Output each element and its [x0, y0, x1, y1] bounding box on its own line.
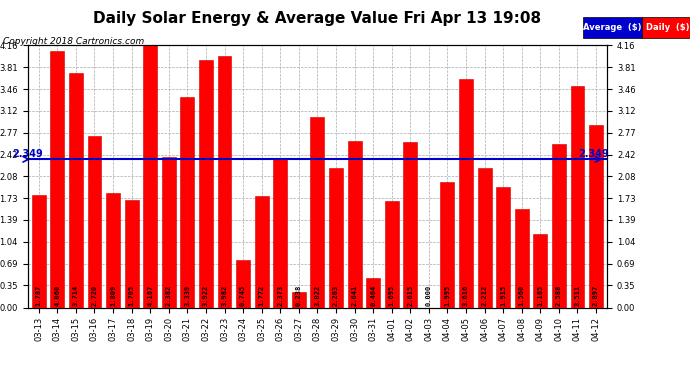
Bar	[50, 51, 64, 308]
Bar	[459, 80, 473, 308]
Text: 4.167: 4.167	[147, 284, 153, 306]
Bar	[310, 117, 324, 308]
Bar	[88, 136, 101, 308]
Text: 3.922: 3.922	[203, 284, 209, 306]
Bar	[589, 125, 603, 308]
Text: 2.349: 2.349	[578, 149, 609, 159]
Text: 2.373: 2.373	[277, 284, 284, 306]
Text: 0.745: 0.745	[240, 284, 246, 306]
Bar	[273, 158, 287, 308]
Text: 0.238: 0.238	[296, 284, 302, 306]
Text: 2.588: 2.588	[556, 284, 562, 306]
Text: 2.897: 2.897	[593, 284, 599, 306]
Text: Average  ($): Average ($)	[583, 22, 642, 32]
Bar	[329, 168, 343, 308]
Text: 0.000: 0.000	[426, 284, 432, 306]
Text: 1.165: 1.165	[538, 284, 543, 306]
Text: 2.203: 2.203	[333, 284, 339, 306]
Bar	[125, 200, 139, 308]
Text: 1.772: 1.772	[259, 284, 265, 306]
Bar	[180, 97, 195, 308]
Text: 3.982: 3.982	[221, 284, 228, 306]
Bar	[348, 141, 362, 308]
Text: 3.511: 3.511	[575, 284, 580, 306]
Bar	[515, 209, 529, 308]
Text: Copyright 2018 Cartronics.com: Copyright 2018 Cartronics.com	[3, 38, 145, 46]
Bar	[199, 60, 213, 308]
Text: 2.349: 2.349	[12, 149, 43, 159]
Text: 1.695: 1.695	[388, 284, 395, 306]
Bar	[533, 234, 547, 308]
Bar	[144, 45, 157, 308]
Text: 2.641: 2.641	[351, 284, 357, 306]
Text: 3.339: 3.339	[184, 284, 190, 306]
Bar	[496, 187, 510, 308]
Text: 1.915: 1.915	[500, 284, 506, 306]
Bar	[162, 157, 176, 308]
Text: 2.212: 2.212	[482, 284, 488, 306]
Text: 3.616: 3.616	[463, 284, 469, 306]
Bar	[32, 195, 46, 308]
Bar	[236, 261, 250, 308]
Text: Daily Solar Energy & Average Value Fri Apr 13 19:08: Daily Solar Energy & Average Value Fri A…	[93, 11, 542, 26]
Bar	[292, 292, 306, 308]
Bar	[552, 144, 566, 308]
Bar	[385, 201, 399, 308]
Text: 1.560: 1.560	[519, 284, 525, 306]
Bar	[217, 56, 231, 308]
Text: 1.809: 1.809	[110, 284, 116, 306]
Text: 3.714: 3.714	[73, 284, 79, 306]
Text: 1.705: 1.705	[128, 284, 135, 306]
Text: 3.022: 3.022	[315, 284, 320, 306]
Bar	[440, 182, 455, 308]
Bar	[106, 194, 120, 308]
Text: 4.060: 4.060	[55, 284, 60, 306]
Bar	[404, 142, 417, 308]
Text: 2.382: 2.382	[166, 284, 172, 306]
Bar	[571, 86, 584, 308]
Text: 2.720: 2.720	[92, 284, 97, 306]
Bar	[69, 73, 83, 308]
Text: 1.787: 1.787	[36, 284, 42, 306]
Text: 0.464: 0.464	[370, 284, 376, 306]
Bar	[477, 168, 491, 308]
Bar	[366, 278, 380, 308]
Text: 1.995: 1.995	[444, 284, 451, 306]
Text: 2.615: 2.615	[407, 284, 413, 306]
Text: Daily  ($): Daily ($)	[646, 22, 689, 32]
Bar	[255, 196, 268, 308]
